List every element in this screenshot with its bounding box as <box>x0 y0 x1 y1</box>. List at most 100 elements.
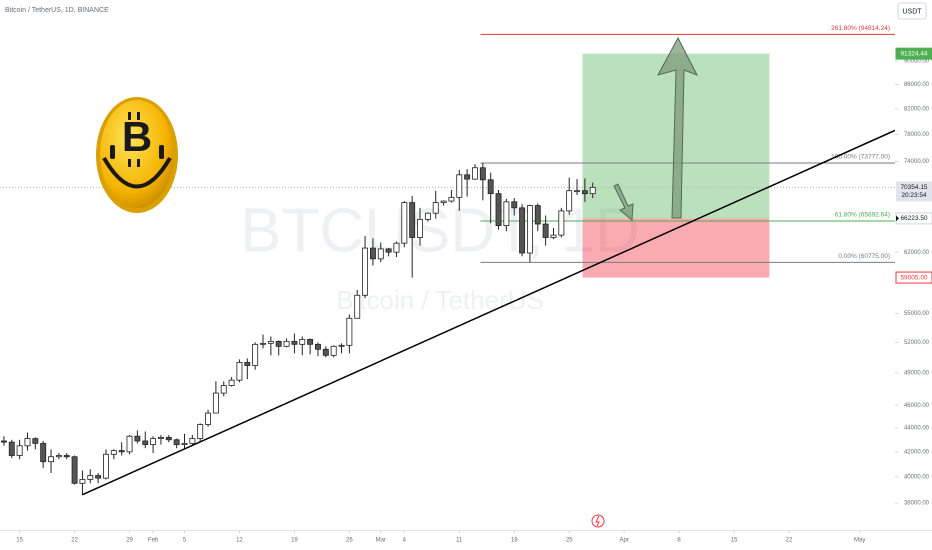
fib-label: 261.80% (94814.24) <box>831 25 890 32</box>
currency-label[interactable]: USDT <box>902 8 922 15</box>
candle-body <box>526 205 533 254</box>
candle-body <box>275 340 282 347</box>
last-price-box <box>896 181 932 202</box>
candle-body <box>424 212 431 220</box>
candle-body <box>244 362 251 366</box>
y-tick-label: 55000.00 <box>904 311 930 317</box>
target-price-label: 91324.44 <box>900 50 927 57</box>
candle-body <box>354 294 361 319</box>
candle-body <box>519 207 526 254</box>
x-tick-label: 22 <box>71 538 78 544</box>
candle-body <box>134 435 141 442</box>
candle-body <box>409 202 416 238</box>
y-tick-label: 74000.00 <box>904 159 930 165</box>
candle-body <box>205 412 211 425</box>
x-tick-label: 29 <box>126 538 133 544</box>
y-tick-label: 78000.00 <box>904 132 930 138</box>
candle-body <box>330 345 337 356</box>
x-tick-label: 11 <box>456 538 463 544</box>
candle-body <box>542 223 549 238</box>
candle-body <box>79 479 86 484</box>
candle-body <box>252 343 259 366</box>
x-tick-label: Mar <box>376 538 386 544</box>
y-tick-label: 40000.00 <box>904 474 930 480</box>
candle-body <box>432 202 439 214</box>
x-tick-label: 19 <box>291 538 298 544</box>
fib-label: 0.00% (60775.00) <box>838 253 890 260</box>
symbol-header: Bitcoin / TetherUS, 1D, BINANCE <box>5 7 109 14</box>
candle-body <box>189 438 196 444</box>
candle-body <box>40 442 47 463</box>
candle-body <box>417 218 423 238</box>
x-tick-label: 15 <box>731 538 738 544</box>
candle-body <box>87 475 94 480</box>
watermark: BTCUSDT, 1D <box>240 196 640 265</box>
x-tick-label: 8 <box>677 538 681 544</box>
candle-body <box>110 450 117 455</box>
candle-body <box>495 193 502 226</box>
x-tick-label: 22 <box>786 538 793 544</box>
candle-body <box>16 445 23 456</box>
big-up-arrow <box>657 36 699 219</box>
x-tick-label: 12 <box>236 538 243 544</box>
candle-body <box>32 438 39 444</box>
candle-body <box>228 379 235 386</box>
candle-body <box>24 438 31 447</box>
candle-body <box>362 247 369 296</box>
candle-body <box>157 436 164 439</box>
y-tick-label: 42000.00 <box>904 449 930 455</box>
y-tick-label: 82000.00 <box>904 106 930 112</box>
candle-body <box>212 392 219 414</box>
candle-body <box>283 340 290 347</box>
trendline <box>82 129 895 496</box>
candle-body <box>338 344 345 347</box>
candle-body <box>197 424 204 439</box>
bitcoin-logo: B <box>96 97 178 213</box>
x-tick-label: Apr <box>619 538 628 544</box>
x-tick-label: 5 <box>183 538 187 544</box>
candle-body <box>236 362 243 381</box>
y-tick-label: 90000.00 <box>904 59 930 65</box>
candle-body <box>581 190 588 195</box>
candle-body <box>487 179 494 195</box>
target-price-label-box <box>895 47 932 60</box>
candle-body <box>479 167 486 181</box>
candle-body <box>126 435 133 453</box>
y-tick-label: 44000.00 <box>904 426 930 432</box>
candle-body <box>220 385 227 394</box>
candle-body <box>95 475 102 479</box>
candle-body <box>322 348 329 356</box>
candle-body <box>393 242 400 253</box>
candle-body <box>173 439 180 445</box>
candle-body <box>8 441 15 456</box>
y-tick-label: 86000.00 <box>904 82 930 88</box>
candle-body <box>346 317 353 346</box>
candle-body <box>550 234 557 238</box>
y-tick-label: 52000.00 <box>904 340 930 346</box>
candle-body <box>385 248 392 253</box>
candle-body <box>401 202 408 244</box>
y-tick-label: 38000.00 <box>904 501 930 507</box>
candle-body <box>0 440 7 443</box>
candle-body <box>55 455 62 458</box>
candle-body <box>440 200 447 203</box>
entry-marker <box>896 215 899 222</box>
last-price-label: 70354.15 <box>900 184 927 191</box>
watermark-sub: Bitcoin / TetherUS <box>336 285 544 315</box>
candle-body <box>118 450 125 453</box>
svg-text:B: B <box>122 113 152 160</box>
candle-body <box>142 440 149 445</box>
candle-body <box>307 338 314 345</box>
y-tick-label: 49000.00 <box>904 370 930 376</box>
x-tick-label: 15 <box>16 538 23 544</box>
candle-body <box>181 442 188 445</box>
candle-body <box>299 338 306 345</box>
candle-body <box>103 453 109 479</box>
candle-body <box>566 190 573 212</box>
currency-button[interactable] <box>897 2 927 20</box>
candle-body <box>165 436 172 441</box>
candle-body <box>472 167 478 180</box>
candle-body <box>589 186 596 195</box>
